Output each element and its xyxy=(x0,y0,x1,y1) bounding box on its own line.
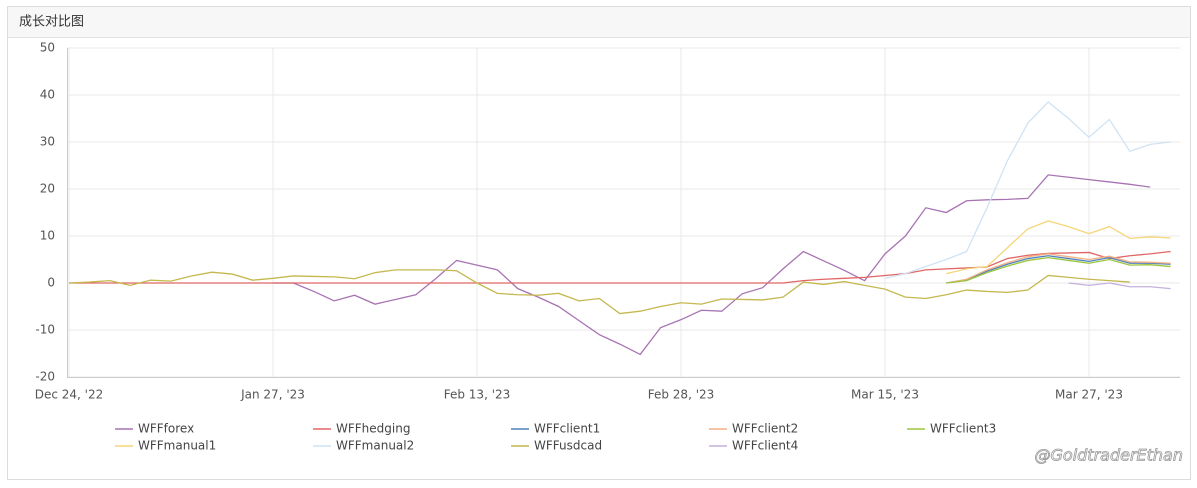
y-tick-label: 30 xyxy=(40,135,55,149)
x-tick-label: Feb 28, '23 xyxy=(648,388,715,402)
series-line xyxy=(273,174,1151,356)
series-line xyxy=(884,101,1171,279)
series-line xyxy=(68,269,1130,315)
legend-label: WFFclient4 xyxy=(732,439,798,453)
watermark: @GoldtraderEthan xyxy=(1035,446,1184,465)
y-tick-label: 0 xyxy=(47,276,55,290)
legend-label: WFFclient2 xyxy=(732,422,798,436)
legend-label: WFFmanual1 xyxy=(138,439,216,453)
x-tick-label: Mar 15, '23 xyxy=(851,388,919,402)
y-tick-label: 10 xyxy=(40,229,55,243)
series-line xyxy=(946,220,1171,275)
legend-label: WFFforex xyxy=(138,422,194,436)
panel-title: 成长对比图 xyxy=(19,15,84,30)
y-tick-label: -20 xyxy=(35,370,55,384)
legend-label: WFFhedging xyxy=(336,422,410,436)
legend-label: WFFusdcad xyxy=(534,439,602,453)
y-tick-label: -10 xyxy=(35,323,55,337)
series-line xyxy=(1068,282,1171,290)
x-tick-label: Feb 13, '23 xyxy=(444,388,511,402)
x-tick-label: Mar 27, '23 xyxy=(1055,388,1123,402)
legend-label: WFFclient1 xyxy=(534,422,600,436)
x-tick-label: Dec 24, '22 xyxy=(35,388,104,402)
y-tick-label: 40 xyxy=(40,88,55,102)
y-tick-label: 20 xyxy=(40,182,55,196)
series-line xyxy=(946,256,1171,284)
x-tick-label: Jan 27, '23 xyxy=(240,388,305,402)
legend-label: WFFmanual2 xyxy=(336,439,414,453)
panel xyxy=(7,6,1191,480)
series-line xyxy=(946,253,1171,284)
legend-label: WFFclient3 xyxy=(930,422,996,436)
series-line xyxy=(946,255,1171,284)
y-tick-label: 50 xyxy=(40,41,55,55)
panel-header xyxy=(8,7,1190,37)
